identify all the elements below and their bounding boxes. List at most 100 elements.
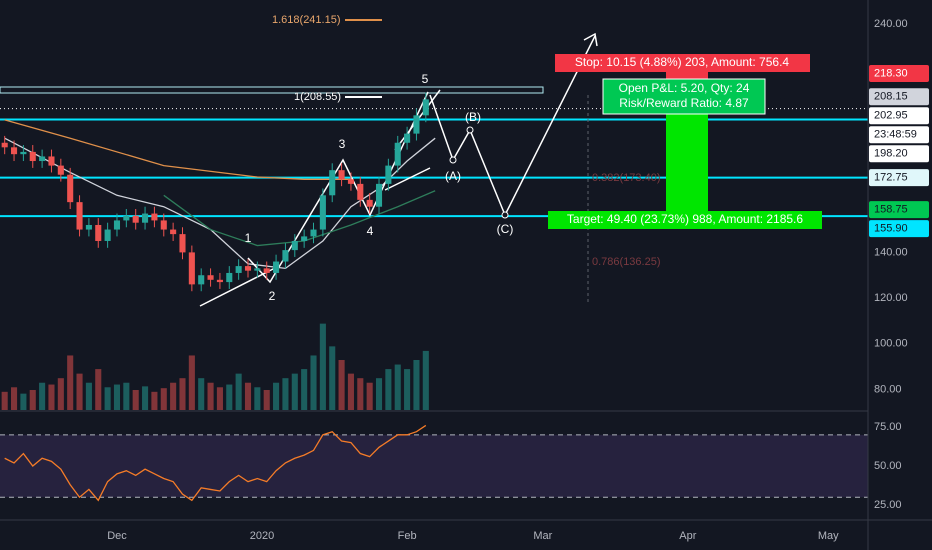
wave-label: 1 (245, 231, 252, 245)
price-tag-box (869, 107, 929, 125)
x-tick-label: Dec (107, 530, 127, 542)
y-tick-label: 100.00 (874, 338, 908, 350)
wave-label: (B) (465, 110, 481, 124)
candle-body (198, 275, 205, 285)
volume-bar (319, 323, 326, 410)
y-tick-label: 120.00 (874, 292, 908, 304)
price-tag: 198.20 (874, 148, 908, 160)
candle-body (291, 240, 298, 251)
price-tag: 155.90 (874, 222, 908, 234)
candle-body (357, 183, 364, 200)
candle-body (338, 170, 345, 180)
volume-bar (179, 378, 186, 410)
volume-bar (273, 382, 280, 410)
fib-label: 1.618(241.15) (272, 14, 341, 26)
candle-body (375, 183, 383, 207)
volume-bar (347, 373, 354, 410)
candle-body (132, 215, 139, 223)
candle-body (10, 147, 18, 155)
volume-bar (104, 387, 111, 410)
trend-line (199, 267, 276, 307)
target-box (548, 211, 822, 229)
volume-bar (57, 378, 64, 410)
price-tag-box (869, 88, 929, 106)
target-label: Target: 49.40 (23.73%) 988, Amount: 2185… (567, 212, 803, 226)
price-tag: 172.75 (874, 171, 908, 183)
candle-body (39, 156, 46, 162)
candle-body (1, 142, 8, 148)
pnl-label: Open P&L: 5.20, Qty: 24 (619, 81, 750, 95)
candle-body (347, 179, 354, 184)
volume-bar (198, 378, 205, 410)
pnl-label: Risk/Reward Ratio: 4.87 (619, 96, 749, 110)
wave-label: 5 (422, 72, 429, 86)
candle-body (273, 261, 280, 273)
volume-bar (404, 369, 411, 410)
candle-body (394, 142, 401, 166)
volume-bar (95, 369, 102, 410)
volume-bar (76, 373, 83, 410)
wave-label: (C) (497, 222, 514, 236)
volume-bar (85, 382, 92, 410)
volume-bar (1, 391, 8, 410)
trend-line (384, 167, 431, 191)
candle-body (319, 195, 326, 230)
candle-body (85, 224, 92, 230)
volume-bar (207, 382, 214, 410)
y-tick-label: 240.00 (874, 18, 908, 30)
x-tick-label: Apr (679, 530, 696, 542)
candle-body (282, 250, 289, 262)
volume-bar (67, 355, 74, 410)
candle-body (142, 213, 149, 223)
pnl-box (602, 78, 766, 115)
volume-bar (142, 386, 149, 410)
candle-body (29, 151, 36, 162)
price-tag-box (869, 65, 929, 83)
countdown: 23:48:59 (874, 129, 917, 141)
pivot (449, 156, 457, 164)
volume-bar (310, 355, 317, 410)
volume-bar (244, 382, 252, 410)
x-tick-label: Mar (533, 530, 552, 542)
candle-body (413, 115, 420, 134)
candle-body (95, 224, 102, 241)
arrow-head (583, 32, 598, 47)
volume-bar (188, 355, 195, 410)
candle-body (301, 236, 308, 241)
rsi-line (4, 424, 427, 502)
candle-body (160, 220, 167, 230)
candle-body (216, 279, 223, 283)
x-tick-label: Feb (398, 530, 417, 542)
volume-bar (263, 390, 270, 410)
volume-bar (20, 393, 27, 410)
volume-bar (394, 364, 401, 410)
price-tag: 202.95 (874, 110, 908, 122)
price-tag-box (869, 220, 929, 238)
fib-label: 0.786(136.25) (592, 256, 661, 268)
volume-bar (357, 378, 364, 410)
price-tag: 158.75 (874, 203, 908, 215)
candle-body (113, 220, 121, 230)
volume-bar (254, 387, 261, 410)
candle-body (48, 156, 55, 166)
candle-body (263, 268, 270, 273)
candle-body (422, 99, 429, 116)
stop-box (555, 54, 810, 72)
candle-body (207, 275, 214, 280)
candle-body (151, 213, 158, 221)
x-tick-label: May (818, 530, 839, 542)
volume-bar (29, 390, 36, 410)
candle-body (254, 268, 261, 271)
volume-bar (170, 382, 177, 410)
candle-body (366, 199, 373, 207)
pivot (466, 126, 474, 134)
price-tag-box (869, 169, 929, 187)
candle-body (67, 174, 74, 203)
candle-body (179, 234, 186, 253)
volume-bar (10, 387, 18, 410)
candle-body (57, 165, 64, 175)
candle-body (310, 229, 317, 237)
volume-bar (151, 391, 158, 410)
